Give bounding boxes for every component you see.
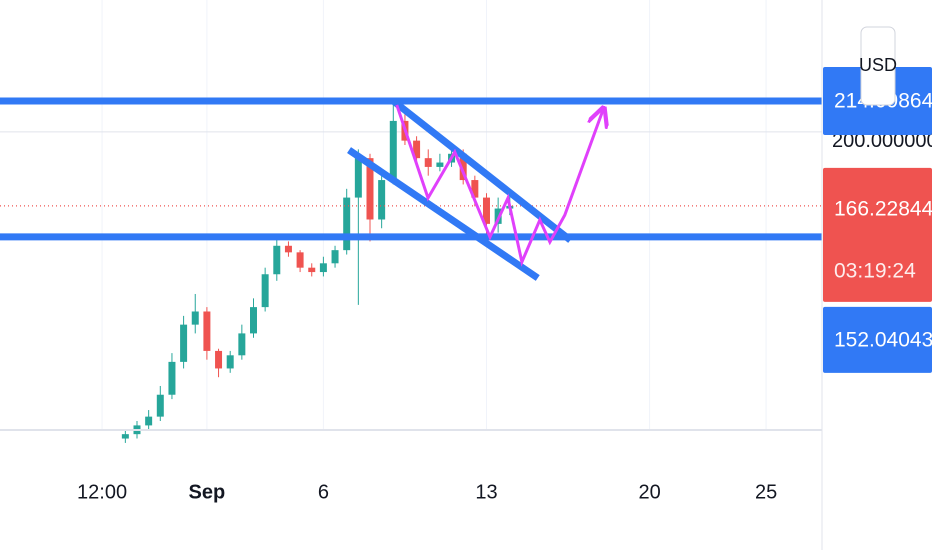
x-tick-label: Sep	[189, 481, 226, 503]
candle-body	[250, 307, 257, 334]
x-tick-label: 25	[755, 481, 777, 503]
candle-body	[436, 162, 444, 167]
candle-body	[215, 350, 223, 369]
x-tick-label: 13	[475, 481, 497, 503]
candle-body	[180, 324, 188, 362]
candle-body	[319, 263, 327, 273]
currency-label[interactable]: USD	[859, 55, 897, 75]
x-tick-label: 12:00	[77, 481, 127, 503]
candle-body	[331, 250, 339, 264]
candle-body	[424, 158, 432, 167]
candle-body	[343, 197, 351, 251]
candle-body	[308, 267, 316, 273]
candle-body	[226, 355, 234, 369]
candle-body	[354, 158, 362, 198]
candle-body	[366, 158, 374, 220]
candle-body	[482, 197, 490, 224]
price-label: 152.0404378	[834, 328, 932, 351]
last-price-label: 166.2284437	[834, 197, 932, 220]
candle-body	[389, 120, 397, 181]
x-tick-label: 20	[638, 481, 660, 503]
candle-body	[203, 311, 211, 351]
candle-body	[168, 361, 176, 395]
candle-body	[261, 274, 269, 308]
candle-body	[121, 434, 129, 439]
trend-line	[391, 98, 573, 243]
candle-body	[145, 416, 153, 426]
candle-body	[284, 245, 292, 253]
countdown-label: 03:19:24	[834, 259, 916, 282]
candle-body	[238, 333, 246, 356]
candle-body	[191, 311, 199, 325]
price-label-box	[823, 306, 932, 373]
trend-line	[347, 147, 540, 281]
currency-button[interactable]: USD	[859, 26, 897, 106]
candle-body	[459, 153, 467, 181]
candle-body	[378, 180, 386, 220]
candle-body	[413, 140, 421, 159]
candle-body	[296, 252, 304, 268]
last-price-box	[823, 167, 932, 302]
candle-body	[156, 394, 164, 417]
currency-box[interactable]	[860, 26, 896, 106]
candle-body	[471, 180, 479, 198]
path-drawing	[395, 105, 603, 267]
y-tick-label: 200.0000000	[832, 130, 932, 152]
candle-body	[273, 245, 281, 275]
x-tick-label: 6	[318, 481, 329, 503]
